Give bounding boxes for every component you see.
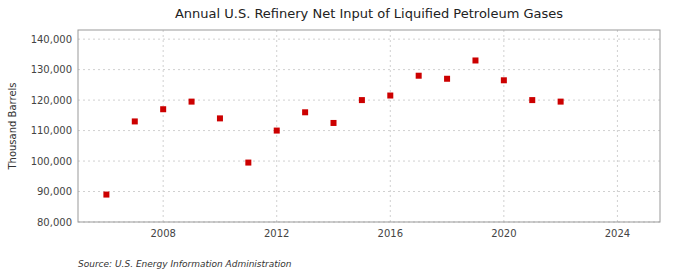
- point: [217, 115, 223, 121]
- point: [160, 106, 166, 112]
- x-tick-label: 2020: [491, 228, 516, 239]
- point: [302, 109, 308, 115]
- x-grid-line: [503, 30, 504, 222]
- y-tick-label: 80,000: [37, 217, 72, 228]
- point: [189, 99, 195, 105]
- y-tick-label: 130,000: [31, 64, 72, 75]
- point: [387, 93, 393, 99]
- y-tick-label: 90,000: [37, 186, 72, 197]
- plot-frame: [78, 30, 660, 222]
- x-tick-label: 2008: [150, 228, 175, 239]
- y-grid-line: [78, 161, 660, 162]
- point: [103, 192, 109, 198]
- chart: Annual U.S. Refinery Net Input of Liquif…: [0, 0, 675, 275]
- title: Annual U.S. Refinery Net Input of Liquif…: [175, 6, 563, 21]
- x-grid-line: [390, 30, 391, 222]
- axes: 80,000 90,000 100,000 110,000 120,000 130,000…: [31, 30, 660, 239]
- y-axis-label: Thousand Barrels: [7, 82, 18, 170]
- x-tick-label: 2016: [378, 228, 403, 239]
- points: [103, 57, 563, 197]
- y-grid-line: [78, 39, 660, 40]
- point: [416, 73, 422, 79]
- point: [472, 57, 478, 63]
- point: [444, 76, 450, 82]
- point: [501, 77, 507, 83]
- point: [359, 97, 365, 103]
- point: [529, 97, 535, 103]
- y-grid-line: [78, 191, 660, 192]
- point: [558, 99, 564, 105]
- point: [245, 160, 251, 166]
- source-note: Source: U.S. Energy Information Administ…: [78, 259, 292, 269]
- y-tick-label: 110,000: [31, 125, 72, 136]
- point: [132, 118, 138, 124]
- y-tick-label: 120,000: [31, 95, 72, 106]
- y-grid-line: [78, 69, 660, 70]
- x-grid-line: [163, 30, 164, 222]
- x-grid-line: [617, 30, 618, 222]
- grid: [78, 30, 660, 222]
- x-tick-label: 2012: [264, 228, 289, 239]
- point: [274, 128, 280, 134]
- x-grid-line: [276, 30, 277, 222]
- y-grid-line: [78, 100, 660, 101]
- y-grid-line: [78, 130, 660, 131]
- y-tick-label: 100,000: [31, 156, 72, 167]
- x-tick-label: 2024: [605, 228, 630, 239]
- point: [331, 120, 337, 126]
- y-tick-label: 140,000: [31, 34, 72, 45]
